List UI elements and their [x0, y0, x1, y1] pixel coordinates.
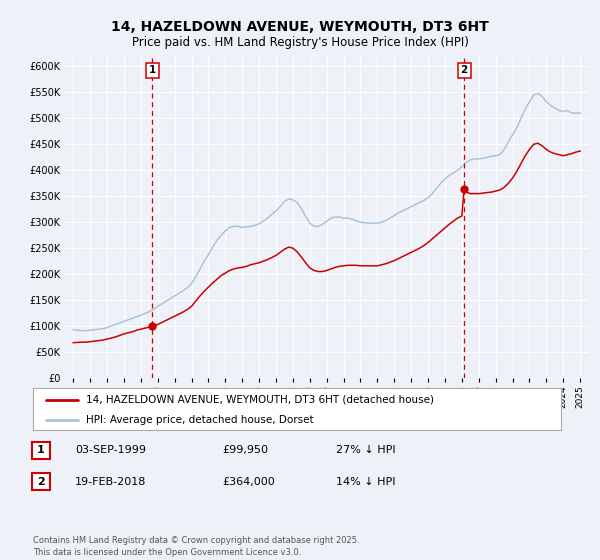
Text: Contains HM Land Registry data © Crown copyright and database right 2025.
This d: Contains HM Land Registry data © Crown c…: [33, 536, 359, 557]
Text: 14, HAZELDOWN AVENUE, WEYMOUTH, DT3 6HT: 14, HAZELDOWN AVENUE, WEYMOUTH, DT3 6HT: [111, 20, 489, 34]
Text: £99,950: £99,950: [222, 445, 268, 455]
Text: £364,000: £364,000: [222, 477, 275, 487]
Text: 2: 2: [460, 66, 467, 76]
Text: 2: 2: [37, 477, 44, 487]
Text: 14, HAZELDOWN AVENUE, WEYMOUTH, DT3 6HT (detached house): 14, HAZELDOWN AVENUE, WEYMOUTH, DT3 6HT …: [86, 395, 434, 405]
Text: 1: 1: [149, 66, 156, 76]
Text: 27% ↓ HPI: 27% ↓ HPI: [336, 445, 395, 455]
Text: Price paid vs. HM Land Registry's House Price Index (HPI): Price paid vs. HM Land Registry's House …: [131, 36, 469, 49]
Text: 14% ↓ HPI: 14% ↓ HPI: [336, 477, 395, 487]
Text: 1: 1: [37, 445, 44, 455]
Text: HPI: Average price, detached house, Dorset: HPI: Average price, detached house, Dors…: [86, 414, 313, 424]
Text: 19-FEB-2018: 19-FEB-2018: [75, 477, 146, 487]
Text: 03-SEP-1999: 03-SEP-1999: [75, 445, 146, 455]
